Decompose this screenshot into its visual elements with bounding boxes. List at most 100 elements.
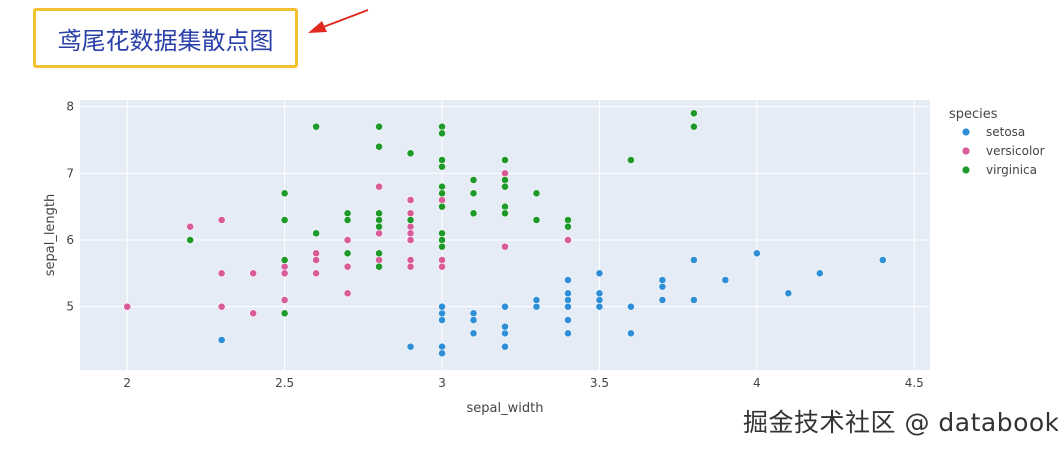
point-setosa[interactable] xyxy=(564,316,572,324)
point-virginica[interactable] xyxy=(343,249,352,258)
point-versicolor[interactable] xyxy=(312,269,321,278)
point-setosa[interactable] xyxy=(438,309,446,318)
point-versicolor[interactable] xyxy=(406,222,415,231)
point-versicolor[interactable] xyxy=(312,249,321,258)
point-virginica[interactable] xyxy=(438,242,446,251)
point-setosa[interactable] xyxy=(595,269,604,278)
point-setosa[interactable] xyxy=(564,329,572,338)
point-setosa[interactable] xyxy=(784,289,793,298)
point-virginica[interactable] xyxy=(312,122,321,131)
point-virginica[interactable] xyxy=(438,202,446,211)
point-setosa[interactable] xyxy=(627,329,635,338)
point-virginica[interactable] xyxy=(689,122,698,131)
point-versicolor[interactable] xyxy=(375,182,383,191)
point-versicolor[interactable] xyxy=(438,196,446,204)
point-versicolor[interactable] xyxy=(312,256,321,264)
point-setosa[interactable] xyxy=(564,302,572,311)
point-versicolor[interactable] xyxy=(217,302,226,311)
point-versicolor[interactable] xyxy=(564,236,572,244)
point-versicolor[interactable] xyxy=(406,236,415,244)
point-setosa[interactable] xyxy=(658,296,667,304)
point-setosa[interactable] xyxy=(532,302,541,311)
point-versicolor[interactable] xyxy=(501,169,509,178)
point-setosa[interactable] xyxy=(595,289,604,298)
point-virginica[interactable] xyxy=(469,209,478,218)
point-versicolor[interactable] xyxy=(438,262,446,271)
legend-item-versicolor[interactable]: versicolor xyxy=(962,144,1045,158)
point-versicolor[interactable] xyxy=(343,262,352,271)
point-setosa[interactable] xyxy=(627,302,635,311)
point-setosa[interactable] xyxy=(438,302,446,311)
point-setosa[interactable] xyxy=(501,329,509,338)
point-virginica[interactable] xyxy=(280,256,289,264)
point-virginica[interactable] xyxy=(501,176,509,184)
legend-item-setosa[interactable]: setosa xyxy=(962,125,1025,139)
point-virginica[interactable] xyxy=(501,202,509,211)
point-setosa[interactable] xyxy=(689,256,698,264)
point-virginica[interactable] xyxy=(375,142,383,151)
point-setosa[interactable] xyxy=(689,296,698,304)
point-virginica[interactable] xyxy=(375,222,383,231)
point-virginica[interactable] xyxy=(375,209,383,218)
point-virginica[interactable] xyxy=(280,189,289,198)
point-setosa[interactable] xyxy=(721,276,730,284)
point-setosa[interactable] xyxy=(438,349,446,358)
point-versicolor[interactable] xyxy=(406,229,415,238)
point-virginica[interactable] xyxy=(438,156,446,164)
point-setosa[interactable] xyxy=(595,302,604,311)
point-virginica[interactable] xyxy=(564,216,572,224)
point-versicolor[interactable] xyxy=(186,222,195,231)
point-versicolor[interactable] xyxy=(123,302,132,311)
point-virginica[interactable] xyxy=(312,229,321,238)
point-setosa[interactable] xyxy=(438,316,446,324)
point-virginica[interactable] xyxy=(532,189,541,198)
point-virginica[interactable] xyxy=(375,216,383,224)
point-virginica[interactable] xyxy=(406,216,415,224)
point-virginica[interactable] xyxy=(501,209,509,218)
point-virginica[interactable] xyxy=(343,216,352,224)
point-versicolor[interactable] xyxy=(438,256,446,264)
point-virginica[interactable] xyxy=(438,182,446,191)
point-virginica[interactable] xyxy=(375,122,383,131)
point-virginica[interactable] xyxy=(438,122,446,131)
point-virginica[interactable] xyxy=(438,229,446,238)
legend-item-virginica[interactable]: virginica xyxy=(962,163,1037,177)
point-versicolor[interactable] xyxy=(249,309,258,318)
point-versicolor[interactable] xyxy=(217,269,226,278)
point-virginica[interactable] xyxy=(186,236,195,244)
point-versicolor[interactable] xyxy=(343,289,352,298)
point-virginica[interactable] xyxy=(343,209,352,218)
point-setosa[interactable] xyxy=(501,322,509,331)
point-setosa[interactable] xyxy=(564,289,572,298)
point-setosa[interactable] xyxy=(658,282,667,291)
point-virginica[interactable] xyxy=(438,189,446,198)
point-versicolor[interactable] xyxy=(375,256,383,264)
point-virginica[interactable] xyxy=(501,182,509,191)
point-setosa[interactable] xyxy=(217,336,226,344)
point-versicolor[interactable] xyxy=(375,229,383,238)
point-virginica[interactable] xyxy=(438,236,446,244)
point-setosa[interactable] xyxy=(501,302,509,311)
point-versicolor[interactable] xyxy=(406,209,415,218)
point-versicolor[interactable] xyxy=(406,262,415,271)
point-setosa[interactable] xyxy=(469,309,478,318)
point-virginica[interactable] xyxy=(438,162,446,171)
point-virginica[interactable] xyxy=(375,262,383,271)
point-setosa[interactable] xyxy=(878,256,887,264)
point-virginica[interactable] xyxy=(280,216,289,224)
point-versicolor[interactable] xyxy=(280,262,289,271)
point-setosa[interactable] xyxy=(469,316,478,324)
legend[interactable]: species setosa versicolor virginica xyxy=(949,107,1045,177)
point-versicolor[interactable] xyxy=(280,269,289,278)
point-setosa[interactable] xyxy=(564,276,572,284)
point-setosa[interactable] xyxy=(532,296,541,304)
point-setosa[interactable] xyxy=(469,329,478,338)
point-versicolor[interactable] xyxy=(343,236,352,244)
point-setosa[interactable] xyxy=(815,269,824,278)
point-versicolor[interactable] xyxy=(406,256,415,264)
point-virginica[interactable] xyxy=(406,149,415,158)
point-setosa[interactable] xyxy=(595,296,604,304)
point-versicolor[interactable] xyxy=(249,269,258,278)
point-virginica[interactable] xyxy=(532,216,541,224)
